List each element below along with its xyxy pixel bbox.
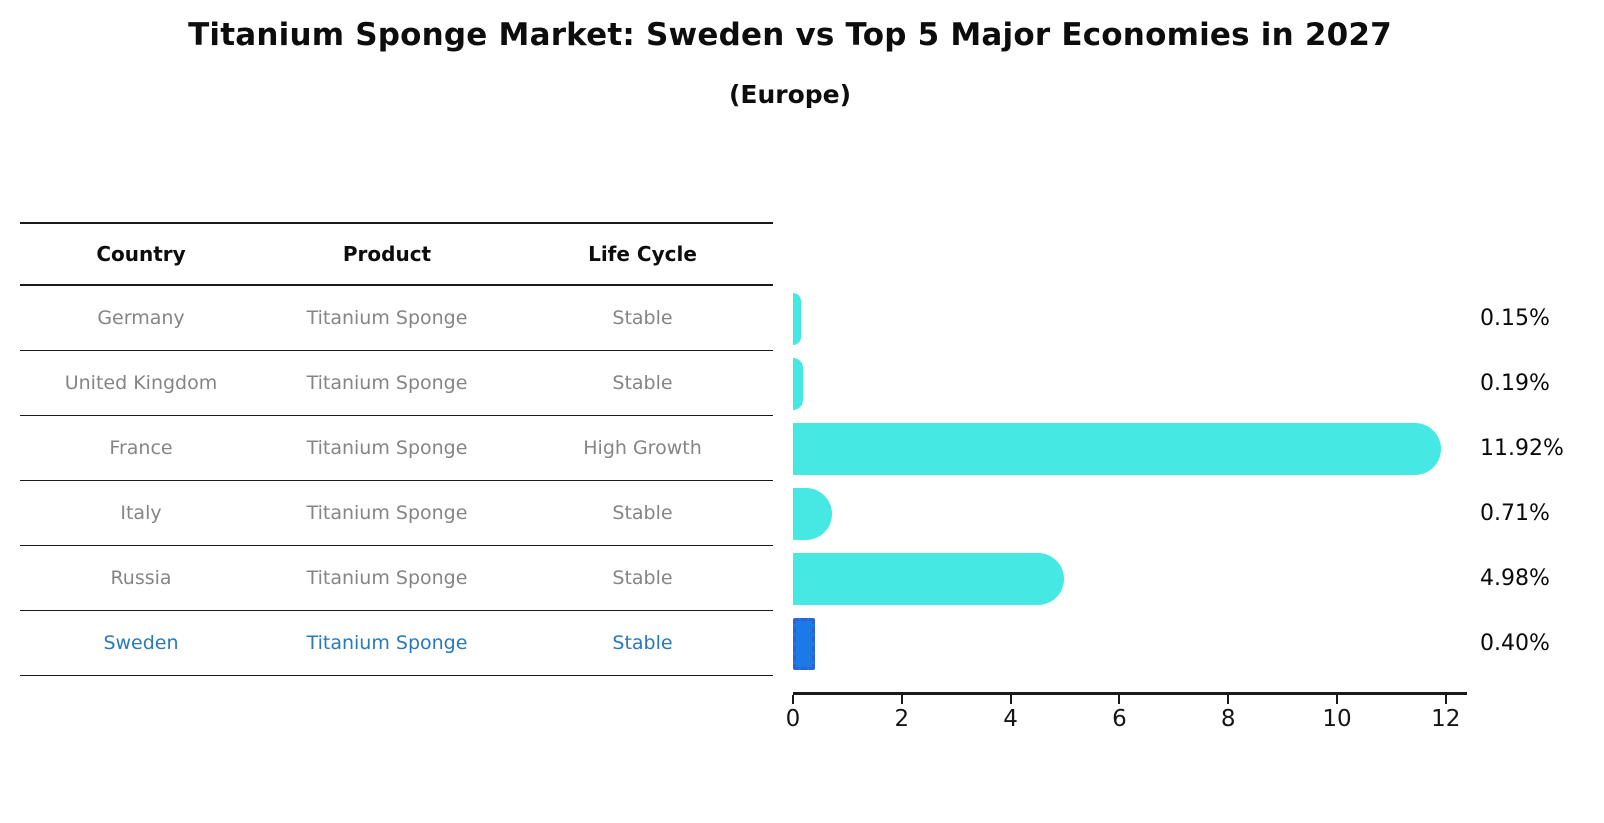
cell-country: United Kingdom: [64, 372, 218, 394]
cell-country: Italy: [120, 502, 162, 524]
cell-country: Russia: [110, 567, 172, 589]
table-row-germany: Germany Titanium Sponge Stable: [20, 286, 773, 351]
value-label-united-kingdom: 0.19%: [1480, 370, 1550, 396]
page-title: Titanium Sponge Market: Sweden vs Top 5 …: [188, 17, 1392, 53]
cell-country: France: [109, 437, 173, 459]
value-label-france: 11.92%: [1480, 435, 1564, 461]
x-tick-label: 6: [1112, 706, 1127, 732]
cell-life-cycle: Stable: [612, 307, 673, 329]
page-subtitle: (Europe): [728, 80, 852, 109]
table-row-united-kingdom: United Kingdom Titanium Sponge Stable: [20, 351, 773, 416]
x-tick-label: 2: [894, 706, 910, 732]
cell-country: Germany: [97, 307, 185, 329]
cell-life-cycle: High Growth: [583, 437, 702, 459]
x-tick-mark: [1227, 695, 1230, 704]
x-tick-label: 8: [1220, 706, 1236, 732]
cell-product: Titanium Sponge: [306, 567, 468, 589]
cell-life-cycle: Stable: [612, 567, 673, 589]
cell-product: Titanium Sponge: [306, 502, 468, 524]
bar-russia: [793, 552, 1064, 605]
cell-country: Sweden: [103, 632, 179, 654]
table-row-russia: Russia Titanium Sponge Stable: [20, 546, 773, 611]
cell-life-cycle: Stable: [612, 502, 673, 524]
country-table: Country Product Life Cycle Germany Titan…: [20, 222, 773, 676]
x-tick-label: 0: [785, 706, 801, 732]
column-header-country: Country: [96, 242, 186, 266]
value-label-germany: 0.15%: [1480, 305, 1550, 331]
table-row-france: France Titanium Sponge High Growth: [20, 416, 773, 481]
bar-germany: [793, 292, 802, 345]
x-tick-mark: [900, 695, 903, 704]
x-axis-line: [793, 692, 1467, 695]
bar-france: [793, 422, 1442, 475]
cell-product: Titanium Sponge: [306, 632, 468, 654]
x-tick-label: 10: [1322, 706, 1352, 732]
x-tick-label: 4: [1003, 706, 1018, 732]
value-label-russia: 4.98%: [1480, 565, 1550, 591]
cell-product: Titanium Sponge: [306, 372, 468, 394]
bar-sweden-highlighted: [793, 617, 815, 670]
value-label-sweden: 0.40%: [1480, 630, 1550, 656]
bar-united-kingdom: [793, 357, 804, 410]
x-tick-label: 12: [1431, 706, 1461, 732]
x-tick-mark: [792, 695, 794, 704]
column-header-life-cycle: Life Cycle: [588, 242, 697, 266]
table-row-sweden: Sweden Titanium Sponge Stable: [20, 611, 773, 676]
x-tick-mark: [1118, 695, 1121, 704]
table-header-row: Country Product Life Cycle: [20, 222, 773, 286]
cell-life-cycle: Stable: [612, 632, 673, 654]
x-tick-mark: [1444, 695, 1447, 704]
value-label-italy: 0.71%: [1480, 500, 1550, 526]
x-tick-mark: [1336, 695, 1338, 704]
cell-life-cycle: Stable: [612, 372, 673, 394]
cell-product: Titanium Sponge: [306, 307, 468, 329]
bar-italy: [793, 487, 832, 540]
x-tick-mark: [1009, 695, 1012, 704]
cell-product: Titanium Sponge: [306, 437, 468, 459]
column-header-product: Product: [342, 242, 432, 266]
table-row-italy: Italy Titanium Sponge Stable: [20, 481, 773, 546]
